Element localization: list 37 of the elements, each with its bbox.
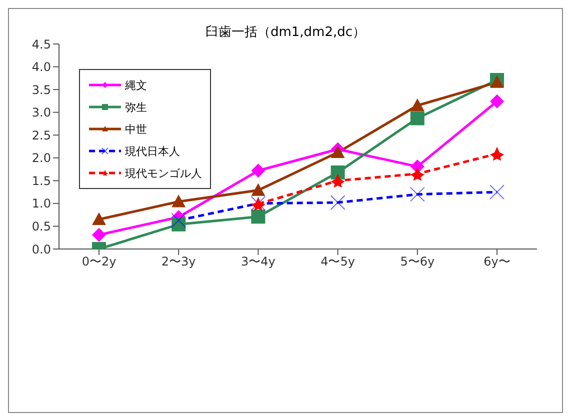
point <box>92 228 106 242</box>
y-tick-label: 0.0 <box>32 242 51 256</box>
point <box>330 165 345 180</box>
legend-label: 現代日本人 <box>125 144 180 158</box>
legend-label: 中世 <box>125 122 147 136</box>
x-tick-label: 2〜3y <box>161 254 196 269</box>
y-tick-label: 2.5 <box>32 128 51 142</box>
x-tick-label: 6y〜 <box>484 254 510 269</box>
point <box>410 111 424 126</box>
point <box>490 94 504 108</box>
point <box>330 174 345 188</box>
y-tick-label: 2.0 <box>32 151 51 166</box>
legend-label: 弥生 <box>125 100 147 114</box>
legend-label: 現代モンゴル人 <box>125 166 202 180</box>
y-tick-label: 4.5 <box>32 37 51 52</box>
y-tick-label: 3.5 <box>32 82 51 97</box>
x-tick-label: 0〜2y <box>82 254 116 269</box>
legend-label: 縄文 <box>125 78 147 92</box>
y-tick-label: 3.0 <box>32 106 51 120</box>
y-tick-label: 1.5 <box>32 174 51 188</box>
x-tick-label: 5〜6y <box>400 254 435 269</box>
y-tick-label: 4.0 <box>32 60 51 74</box>
point <box>410 98 424 112</box>
y-tick-label: 0.5 <box>32 219 51 234</box>
point <box>172 194 186 208</box>
x-tick-label: 4〜5y <box>320 254 355 269</box>
y-tick-label: 1.0 <box>32 196 51 211</box>
point <box>330 145 345 158</box>
point <box>490 146 504 161</box>
point <box>251 210 266 224</box>
x-tick-label: 3〜4y <box>241 254 276 269</box>
point <box>410 166 424 181</box>
point <box>92 212 106 225</box>
point <box>251 164 266 178</box>
chart-title: 臼歯一括（dm1,dm2,dc） <box>205 25 366 40</box>
point <box>172 217 186 232</box>
point <box>251 183 266 196</box>
